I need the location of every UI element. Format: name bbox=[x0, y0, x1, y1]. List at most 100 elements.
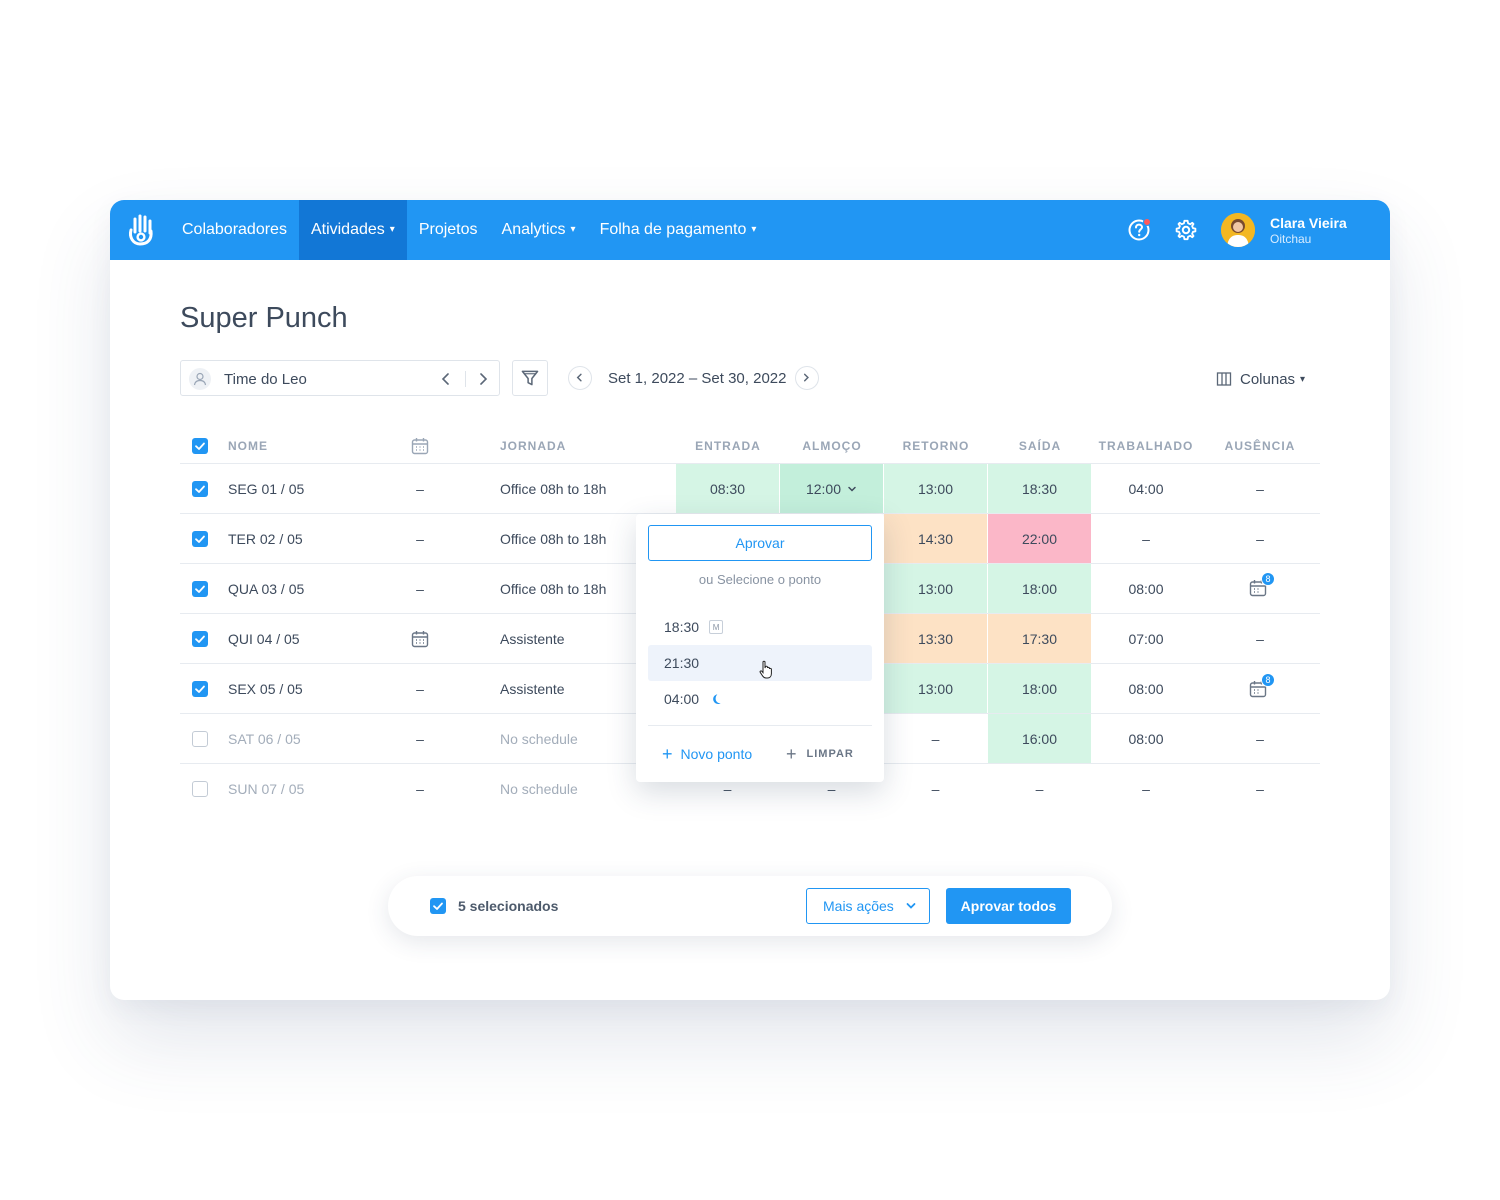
cell-trabalhado: 08:00 bbox=[1128, 581, 1164, 597]
absence-count-badge: 8 bbox=[1261, 673, 1275, 687]
check-icon bbox=[195, 585, 205, 593]
approve-all-button[interactable]: Aprovar todos bbox=[946, 888, 1071, 924]
chevron-down-icon: ▾ bbox=[570, 223, 576, 235]
date-next-button[interactable] bbox=[795, 366, 819, 390]
nav-colaboradores[interactable]: Colaboradores bbox=[182, 221, 287, 238]
manual-tag: M bbox=[709, 620, 724, 634]
help-icon[interactable] bbox=[1128, 219, 1150, 241]
chevron-down-icon bbox=[906, 903, 916, 909]
chevron-right-icon[interactable] bbox=[474, 370, 492, 388]
cell-schedule: No schedule bbox=[500, 731, 578, 747]
calendar-icon[interactable] bbox=[411, 630, 429, 648]
date-range[interactable]: Set 1, 2022 – Set 30, 2022 bbox=[608, 370, 787, 387]
cell-schedule: Office 08h to 18h bbox=[500, 581, 607, 597]
punch-option[interactable]: 18:30 M bbox=[648, 609, 872, 645]
select-all-checkbox[interactable] bbox=[192, 438, 208, 454]
cell-calendar: – bbox=[416, 731, 424, 747]
cell-saida[interactable]: 18:00 bbox=[988, 664, 1091, 714]
cell-saida[interactable]: 16:00 bbox=[988, 714, 1091, 764]
columns-button[interactable]: Colunas ▾ bbox=[1216, 370, 1305, 388]
header-saida[interactable]: SAÍDA bbox=[1018, 439, 1062, 453]
row-checkbox[interactable] bbox=[192, 581, 208, 597]
cell-name: SEG 01 / 05 bbox=[228, 481, 305, 497]
divider bbox=[180, 463, 1320, 464]
absence-calendar-icon[interactable]: 8 bbox=[1249, 572, 1275, 601]
cell-retorno[interactable]: 13:00 bbox=[884, 464, 987, 514]
nav-atividades[interactable]: Atividades ▾ bbox=[298, 200, 407, 260]
row-checkbox[interactable] bbox=[192, 781, 208, 797]
row-checkbox[interactable] bbox=[192, 531, 208, 547]
punch-option[interactable]: 21:30 bbox=[648, 645, 872, 681]
chevron-left-icon[interactable] bbox=[437, 370, 455, 388]
cell-schedule: No schedule bbox=[500, 781, 578, 797]
approve-button[interactable]: Aprovar bbox=[648, 525, 872, 561]
absence-calendar-icon[interactable]: 8 bbox=[1249, 673, 1275, 702]
header-retorno[interactable]: RETORNO bbox=[902, 439, 970, 453]
header-jornada[interactable]: JORNADA bbox=[500, 439, 567, 453]
filter-icon bbox=[521, 370, 539, 386]
cell-trabalhado: 08:00 bbox=[1128, 731, 1164, 747]
cell-schedule: Assistente bbox=[500, 681, 565, 697]
cell-retorno[interactable]: – bbox=[931, 731, 940, 747]
cell-retorno[interactable]: 13:00 bbox=[884, 564, 987, 614]
nav-analytics[interactable]: Analytics ▾ bbox=[501, 221, 576, 238]
chevron-left-icon bbox=[576, 373, 582, 382]
header-ausencia[interactable]: AUSÊNCIA bbox=[1224, 439, 1296, 453]
cell-trabalhado: – bbox=[1142, 781, 1150, 797]
cell-name: QUI 04 / 05 bbox=[228, 631, 300, 647]
team-selector[interactable]: Time do Leo bbox=[180, 360, 500, 396]
top-nav: Colaboradores Atividades ▾ Projetos Analy… bbox=[110, 200, 1390, 260]
plus-icon: + bbox=[662, 744, 673, 764]
cell-name: SAT 06 / 05 bbox=[228, 731, 301, 747]
divider bbox=[180, 513, 1320, 514]
cell-name: SEX 05 / 05 bbox=[228, 681, 303, 697]
cell-saida[interactable]: 22:00 bbox=[988, 514, 1091, 564]
cell-retorno[interactable]: 13:30 bbox=[884, 614, 987, 664]
team-label: Time do Leo bbox=[224, 371, 307, 388]
row-checkbox[interactable] bbox=[192, 631, 208, 647]
user-name[interactable]: Clara Vieira bbox=[1270, 215, 1347, 231]
header-name[interactable]: NOME bbox=[228, 439, 268, 453]
cell-retorno[interactable]: 13:00 bbox=[884, 664, 987, 714]
gear-icon[interactable] bbox=[1175, 219, 1197, 241]
row-checkbox[interactable] bbox=[192, 481, 208, 497]
header-entrada[interactable]: ENTRADA bbox=[695, 439, 761, 453]
check-icon bbox=[195, 485, 205, 493]
cell-entrada[interactable]: 08:30 bbox=[676, 464, 779, 514]
cell-calendar: – bbox=[416, 581, 424, 597]
new-point-button[interactable]: + Novo ponto bbox=[662, 744, 753, 764]
header-almoco[interactable]: ALMOÇO bbox=[802, 439, 862, 453]
cell-retorno[interactable]: 14:30 bbox=[884, 514, 987, 564]
cell-saida[interactable]: – bbox=[1035, 781, 1044, 797]
cell-saida[interactable]: 18:30 bbox=[988, 464, 1091, 514]
cell-saida[interactable]: 18:00 bbox=[988, 564, 1091, 614]
punch-option[interactable]: 04:00 bbox=[648, 681, 872, 717]
divider bbox=[648, 725, 872, 726]
hand-logo-icon[interactable] bbox=[126, 213, 156, 247]
cell-trabalhado: 04:00 bbox=[1128, 481, 1164, 497]
divider bbox=[465, 371, 466, 387]
popup-hint: ou Selecione o ponto bbox=[698, 572, 822, 587]
notification-dot bbox=[1143, 218, 1151, 226]
cell-name: TER 02 / 05 bbox=[228, 531, 303, 547]
header-trabalhado[interactable]: TRABALHADO bbox=[1098, 439, 1194, 453]
cell-retorno[interactable]: – bbox=[931, 781, 940, 797]
cell-saida[interactable]: 17:30 bbox=[988, 614, 1091, 664]
clear-button[interactable]: + LIMPAR bbox=[786, 744, 854, 764]
cell-entrada[interactable]: – bbox=[723, 781, 732, 797]
date-prev-button[interactable] bbox=[568, 366, 592, 390]
row-checkbox[interactable] bbox=[192, 731, 208, 747]
more-actions-button[interactable]: Mais ações bbox=[806, 888, 930, 924]
filter-button[interactable] bbox=[512, 360, 548, 396]
cell-almoco[interactable]: – bbox=[827, 781, 836, 797]
check-icon bbox=[195, 635, 205, 643]
nav-projetos[interactable]: Projetos bbox=[418, 221, 478, 238]
bulk-select-checkbox[interactable] bbox=[430, 898, 446, 914]
cell-almoco-dropdown[interactable]: 12:00 bbox=[780, 464, 883, 514]
nav-folha-de-pagamento[interactable]: Folha de pagamento ▾ bbox=[599, 221, 757, 238]
user-icon bbox=[193, 372, 207, 386]
cell-trabalhado: 07:00 bbox=[1128, 631, 1164, 647]
avatar[interactable] bbox=[1221, 213, 1255, 247]
row-checkbox[interactable] bbox=[192, 681, 208, 697]
check-icon bbox=[433, 902, 443, 910]
